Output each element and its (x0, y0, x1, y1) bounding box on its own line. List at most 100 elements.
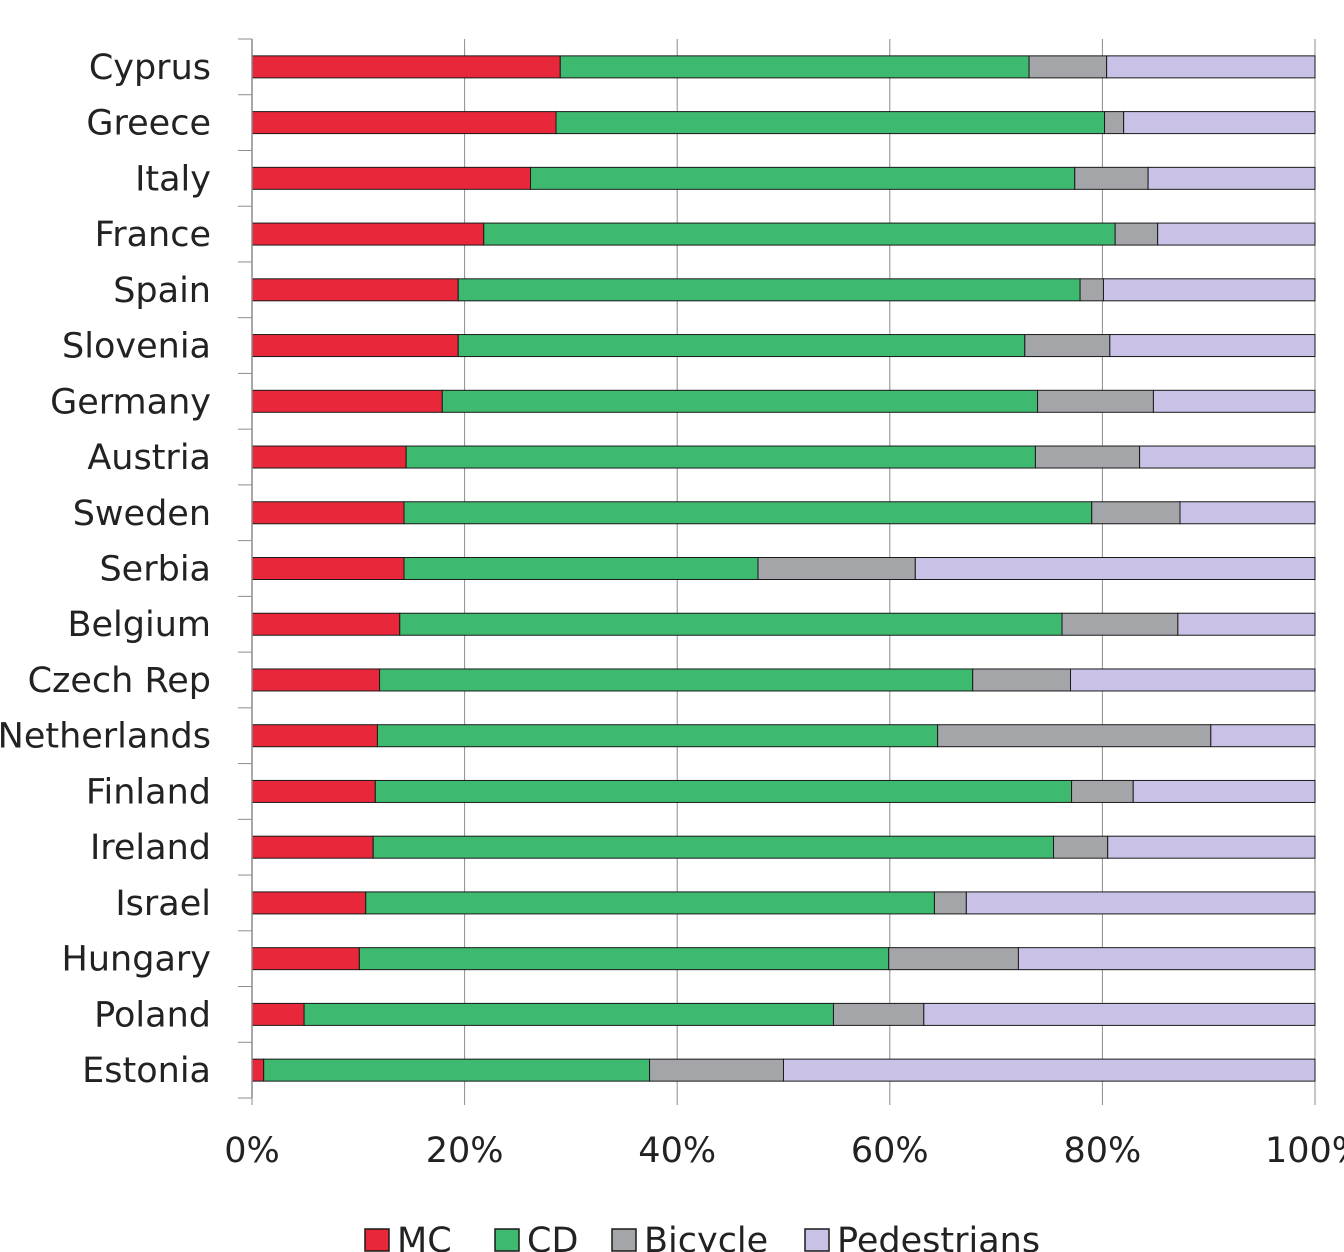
bar-mc-hungary (251, 947, 360, 971)
bar-mc-austria (251, 445, 407, 469)
bar-cd-spain (457, 278, 1081, 302)
bar-cd-slovenia (457, 334, 1026, 358)
category-label: Germany (50, 382, 211, 422)
bar-pedestrians-france (1157, 222, 1316, 246)
bar-mc-serbia (251, 557, 405, 580)
x-tick-label: 100% (1265, 1131, 1344, 1171)
bar-mc-ireland (251, 835, 374, 859)
bar-pedestrians-austria (1139, 445, 1316, 469)
bar-mc-belgium (251, 612, 401, 636)
x-tick-label: 20% (426, 1131, 504, 1171)
bar-cd-greece (555, 111, 1106, 135)
bar-pedestrians-serbia (914, 557, 1316, 580)
category-label: Czech Rep (28, 661, 211, 701)
legend-label-mc: MC (397, 1221, 452, 1252)
bar-mc-france (251, 222, 485, 246)
bar-bicycle-serbia (757, 557, 916, 580)
x-tick-labels: 0% 20% 40% 60% 80% 100% (224, 1131, 1344, 1171)
bar-cd-israel (365, 891, 935, 915)
category-label: Belgium (68, 605, 212, 645)
category-labels: Cyprus Greece Italy France Spain Slovenia Germ… (0, 48, 211, 1091)
bar-mc-israel (251, 891, 367, 915)
category-label: Cyprus (89, 48, 211, 88)
bar-bicycle-greece (1104, 111, 1125, 135)
bar-bicycle-hungary (888, 947, 1019, 971)
bar-cd-estonia (263, 1058, 651, 1082)
category-label: Hungary (62, 940, 211, 980)
bar-mc-slovenia (251, 334, 459, 358)
bar-bicycle-italy (1074, 166, 1149, 190)
x-tick-label: 0% (224, 1131, 280, 1171)
bar-pedestrians-belgium (1177, 612, 1316, 636)
bar-pedestrians-spain (1102, 278, 1316, 302)
bar-bicycle-ireland (1053, 835, 1109, 859)
bar-mc-spain (251, 278, 459, 302)
bar-cd-hungary (358, 947, 890, 971)
x-tick-label: 40% (638, 1131, 716, 1171)
bar-pedestrians-hungary (1017, 947, 1316, 971)
bars (251, 55, 1316, 1082)
category-label: Serbia (99, 550, 211, 590)
bar-cd-finland (374, 779, 1073, 803)
bar-cd-poland (303, 1002, 834, 1026)
bar-pedestrians-ireland (1107, 835, 1316, 859)
category-label: Poland (94, 995, 211, 1035)
bar-bicycle-czech-rep (972, 668, 1072, 692)
category-label: Italy (135, 159, 211, 199)
bar-bicycle-belgium (1061, 612, 1179, 636)
category-label: Estonia (82, 1051, 211, 1091)
bar-bicycle-austria (1034, 445, 1141, 469)
bar-cd-cyprus (559, 55, 1030, 79)
bar-cd-sweden (403, 501, 1093, 525)
category-label: Netherlands (0, 717, 211, 757)
bar-mc-sweden (251, 501, 405, 525)
category-label: Ireland (90, 828, 211, 868)
bar-bicycle-netherlands (937, 724, 1212, 748)
bar-bicycle-spain (1079, 278, 1104, 302)
bar-cd-germany (441, 389, 1039, 413)
bar-bicycle-germany (1037, 389, 1154, 413)
bar-bicycle-poland (832, 1002, 925, 1026)
bar-cd-italy (530, 166, 1076, 190)
legend-label-cd: CD (527, 1221, 578, 1252)
bar-cd-austria (405, 445, 1036, 469)
category-label: Sweden (73, 494, 211, 534)
legend-label-pedestrians: Pedestrians (837, 1221, 1040, 1252)
bar-pedestrians-greece (1123, 111, 1316, 135)
bar-pedestrians-sweden (1179, 501, 1316, 525)
bar-mc-germany (251, 389, 443, 413)
bar-mc-finland (251, 779, 376, 803)
bar-bicycle-cyprus (1028, 55, 1108, 79)
bar-bicycle-finland (1071, 779, 1134, 803)
bar-cd-ireland (372, 835, 1055, 859)
category-label: Austria (87, 438, 211, 478)
bar-pedestrians-germany (1152, 389, 1316, 413)
category-label: Israel (115, 884, 211, 924)
legend-label-bicycle: Bicycle (644, 1221, 768, 1252)
bar-bicycle-sweden (1091, 501, 1181, 525)
bar-bicycle-slovenia (1024, 334, 1111, 358)
bar-mc-czech-rep (251, 668, 381, 692)
category-label: Greece (86, 104, 211, 144)
category-label: Finland (86, 772, 211, 812)
bar-pedestrians-slovenia (1109, 334, 1316, 358)
bar-pedestrians-czech-rep (1070, 668, 1316, 692)
bar-pedestrians-netherlands (1210, 724, 1316, 748)
category-label: Spain (113, 271, 211, 311)
legend-swatch-bicycle (611, 1228, 637, 1252)
category-label: France (95, 215, 211, 255)
bar-bicycle-israel (933, 891, 967, 915)
x-tick-label: 80% (1064, 1131, 1142, 1171)
bar-mc-italy (251, 166, 532, 190)
bar-cd-czech-rep (379, 668, 974, 692)
legend-swatch-pedestrians (804, 1228, 830, 1252)
bar-cd-serbia (403, 557, 759, 580)
bar-pedestrians-finland (1132, 779, 1316, 803)
bar-pedestrians-italy (1147, 166, 1316, 190)
bar-cd-belgium (399, 612, 1063, 636)
legend-swatch-cd (494, 1228, 520, 1252)
category-label: Slovenia (62, 327, 211, 367)
legend: MC CD Bicycle Pedestrians (364, 1221, 1040, 1252)
bar-mc-cyprus (251, 55, 561, 79)
